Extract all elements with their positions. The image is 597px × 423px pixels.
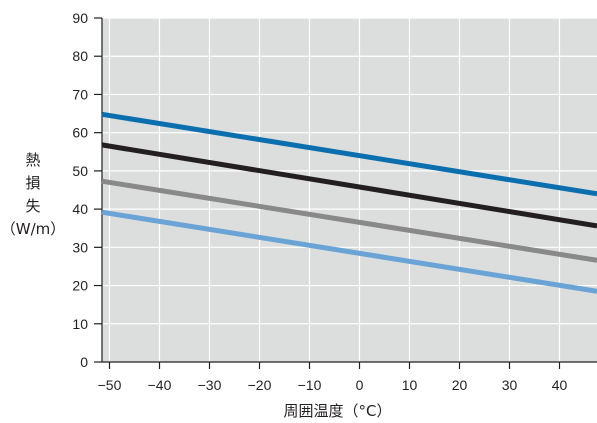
series-line-3 (101, 178, 597, 263)
x-tick-label: −30 (198, 377, 222, 393)
y-tick-label: 20 (72, 278, 88, 294)
series-lines (101, 111, 597, 294)
x-tick-label: −50 (98, 377, 122, 393)
x-tick-label: 20 (452, 377, 468, 393)
x-tick-label: 0 (356, 377, 364, 393)
axes: 0 10 20 30 40 50 60 70 80 90 −50 −40 −30 −20 −10 0 10 20 3… (72, 10, 597, 393)
x-tick-label: −10 (298, 377, 322, 393)
series-line-1 (101, 111, 597, 197)
y-tick-label: 70 (72, 86, 88, 102)
y-axis-unit-label: （W/m） (1, 220, 66, 238)
y-tick-label: 0 (80, 354, 88, 370)
y-axis-label-char-2: 損 (25, 174, 40, 192)
x-tick-label: −20 (248, 377, 272, 393)
y-axis-label-char-1: 熱 (25, 151, 40, 169)
x-tick-label: 10 (402, 377, 418, 393)
plot-background (102, 18, 597, 362)
y-tick-label: 60 (72, 125, 88, 141)
grid-lines (102, 17, 597, 362)
y-axis-label-char-3: 失 (25, 197, 40, 215)
series-line-2 (101, 142, 597, 229)
y-tick-label: 90 (72, 10, 88, 26)
series-line-4 (101, 209, 597, 294)
y-tick-label: 30 (72, 239, 88, 255)
x-tick-label: 30 (502, 377, 518, 393)
y-tick-label: 50 (72, 163, 88, 179)
x-tick-label: −40 (148, 377, 172, 393)
y-tick-label: 80 (72, 48, 88, 64)
x-tick-label: 40 (552, 377, 568, 393)
y-tick-label: 40 (72, 201, 88, 217)
y-tick-label: 10 (72, 316, 88, 332)
axis-labels: 熱 損 失 （W/m） 周囲温度（°C） (1, 151, 392, 420)
x-axis-label: 周囲温度（°C） (284, 402, 392, 420)
